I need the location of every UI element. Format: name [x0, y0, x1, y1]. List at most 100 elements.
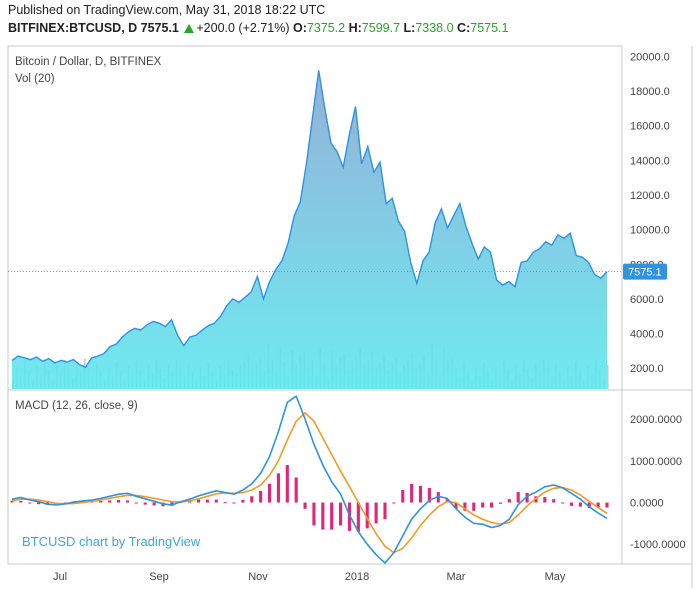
histogram-bar: [454, 502, 458, 509]
macd-pane: [10, 394, 609, 564]
histogram-bar: [587, 502, 591, 508]
macd-axis-tick: -1000.0000: [630, 539, 686, 551]
histogram-bar: [578, 502, 582, 507]
histogram-bar: [481, 502, 485, 508]
volume-bar: [607, 365, 609, 389]
price-axis-tick: 10000.0: [630, 225, 670, 237]
symbol-label: BITFINEX:BTCUSD, D: [8, 21, 138, 35]
low-label: L:: [403, 21, 416, 35]
histogram-bar: [436, 492, 440, 503]
histogram-bar: [507, 499, 511, 503]
histogram-bar: [383, 502, 387, 520]
time-axis-tick: Jul: [53, 571, 67, 583]
histogram-bar: [445, 499, 449, 503]
histogram-bar: [569, 502, 574, 506]
histogram-bar: [250, 496, 254, 503]
histogram-bar: [28, 502, 32, 504]
time-axis-tick: Nov: [248, 571, 268, 583]
histogram-bar: [117, 500, 121, 503]
histogram-bar: [401, 490, 405, 503]
watermark: BTCUSD chart by TradingView: [22, 534, 201, 549]
histogram-bar: [561, 502, 565, 504]
histogram-bar: [392, 502, 396, 504]
histogram-bar: [498, 502, 502, 504]
histogram-bar: [339, 502, 343, 526]
histogram-bar: [596, 502, 600, 508]
last-price: 7575.1: [140, 21, 179, 35]
histogram-bar: [152, 502, 156, 506]
time-axis-tick: Sep: [149, 571, 169, 583]
price-axis-tick: 2000.0: [630, 363, 664, 375]
histogram-bar: [134, 502, 138, 504]
histogram-bar: [312, 502, 316, 526]
price-line: [11, 70, 608, 369]
ticker-line: BITFINEX:BTCUSD, D 7575.1 +200.0 (+2.71%…: [8, 21, 508, 35]
signal-line: [11, 411, 608, 554]
histogram-bar: [205, 499, 209, 503]
histogram-bar: [285, 464, 289, 503]
histogram-bar: [241, 500, 245, 503]
histogram-bar: [321, 502, 325, 530]
histogram-bar: [427, 487, 431, 503]
up-arrow-icon: [184, 24, 195, 33]
histogram-bar: [418, 485, 423, 503]
price-axis-tick: 18000.0: [630, 86, 670, 98]
low-value: 7338.0: [415, 21, 454, 35]
axes: 2000.04000.06000.08000.010000.012000.014…: [53, 51, 686, 583]
histogram-bar: [365, 502, 369, 529]
macd-axis-tick: 1000.0000: [630, 456, 682, 468]
histogram-bar: [463, 502, 467, 511]
histogram-bar: [10, 500, 14, 503]
histogram-bar: [410, 483, 414, 503]
last-price-tag: 7575.1: [623, 263, 667, 280]
histogram-bar: [543, 497, 547, 503]
price-axis-tick: 14000.0: [630, 155, 670, 167]
histogram-bar: [552, 499, 556, 503]
high-label: H:: [348, 21, 362, 35]
published-caption: Published on TradingView.com, May 31, 20…: [8, 3, 326, 17]
histogram-bar: [472, 502, 476, 511]
histogram-bar: [276, 473, 280, 503]
close-label: C:: [457, 21, 471, 35]
high-value: 7599.7: [361, 21, 401, 35]
price-pane: [8, 70, 622, 389]
histogram-bar: [19, 500, 23, 503]
histogram-bar: [214, 499, 218, 503]
histogram-bar: [99, 500, 103, 503]
histogram-bar: [37, 502, 41, 505]
price-axis-tick: 20000.0: [630, 51, 670, 63]
histogram-bar: [516, 492, 520, 503]
price-area: [12, 70, 607, 389]
macd-title: MACD (12, 26, close, 9): [15, 400, 138, 412]
time-axis-tick: May: [545, 571, 566, 583]
histogram-bar: [223, 502, 227, 504]
histogram-bar: [125, 500, 130, 503]
histogram-bar: [143, 502, 147, 505]
macd-line: [11, 394, 608, 564]
close-value: 7575.1: [470, 21, 509, 35]
svg-text:7575.1: 7575.1: [628, 267, 662, 279]
price-change: +200.0 (+2.71%): [196, 21, 290, 35]
histogram-bar: [356, 502, 360, 532]
histogram-bar: [267, 483, 272, 503]
volume-label: Vol (20): [15, 73, 55, 85]
price-axis-tick: 6000.0: [630, 294, 664, 306]
open-value: 7375.2: [306, 21, 346, 35]
histogram-bar: [294, 477, 298, 503]
time-axis-tick: 2018: [345, 571, 369, 583]
histogram-bar: [525, 492, 529, 503]
open-label: O:: [292, 21, 307, 35]
histogram-bar: [347, 502, 352, 531]
macd-axis-tick: 0.0000: [630, 498, 664, 510]
histogram-bar: [489, 502, 494, 508]
histogram-bar: [303, 502, 307, 509]
time-axis-tick: Mar: [447, 571, 466, 583]
histogram-bar: [232, 502, 236, 504]
macd-axis-tick: 2000.0000: [630, 414, 682, 426]
histogram-bar: [259, 490, 263, 503]
price-axis-tick: 16000.0: [630, 121, 670, 133]
price-axis-tick: 12000.0: [630, 190, 670, 202]
histogram-bar: [374, 502, 378, 524]
price-pane-title: Bitcoin / Dollar, D, BITFINEX: [15, 56, 162, 68]
